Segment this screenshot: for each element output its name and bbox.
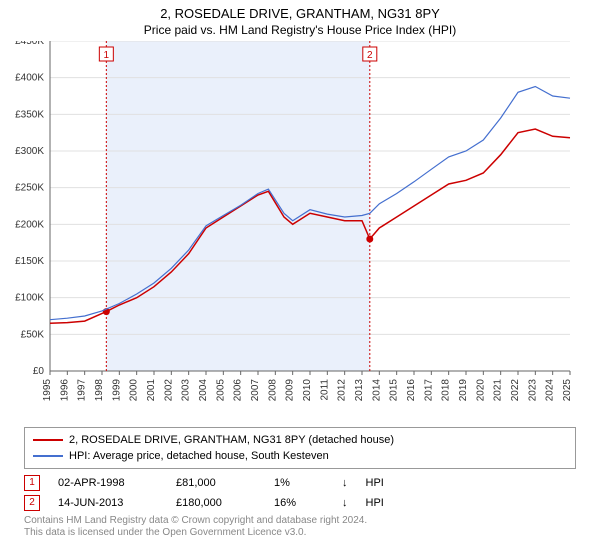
svg-text:2000: 2000 — [129, 379, 140, 402]
legend-line-icon — [33, 455, 63, 457]
price-chart: £0 £50K £100K £150K £200K £250K £300K £350K £400… — [0, 41, 600, 421]
svg-text:2016: 2016 — [406, 379, 417, 402]
sale-pct: 1% — [274, 477, 324, 489]
svg-text:2025: 2025 — [562, 379, 573, 402]
sale-price: £180,000 — [176, 497, 256, 509]
svg-text:£50K: £50K — [21, 329, 45, 340]
svg-text:1997: 1997 — [77, 379, 88, 402]
svg-text:2001: 2001 — [146, 379, 157, 402]
chart-subtitle: Price paid vs. HM Land Registry's House … — [0, 21, 600, 41]
svg-text:£450K: £450K — [15, 41, 44, 47]
svg-text:1998: 1998 — [94, 379, 105, 402]
svg-text:£300K: £300K — [15, 146, 44, 157]
legend-box: 2, ROSEDALE DRIVE, GRANTHAM, NG31 8PY (d… — [24, 427, 576, 469]
sale-row: 2 14-JUN-2013 £180,000 16% ↓ HPI — [24, 495, 576, 511]
svg-text:£400K: £400K — [15, 73, 44, 84]
svg-text:2003: 2003 — [181, 379, 192, 402]
svg-text:2024: 2024 — [545, 379, 556, 402]
svg-text:£150K: £150K — [15, 256, 44, 267]
footer-line: Contains HM Land Registry data © Crown c… — [24, 515, 576, 527]
svg-text:2012: 2012 — [337, 379, 348, 402]
svg-text:2005: 2005 — [215, 379, 226, 402]
svg-text:2008: 2008 — [267, 379, 278, 402]
legend-label: HPI: Average price, detached house, Sout… — [69, 448, 329, 464]
chart-title: 2, ROSEDALE DRIVE, GRANTHAM, NG31 8PY — [0, 0, 600, 21]
svg-text:1995: 1995 — [42, 379, 53, 402]
svg-text:2011: 2011 — [319, 379, 330, 401]
sale-date: 14-JUN-2013 — [58, 497, 158, 509]
sale-vs-label: HPI — [366, 497, 384, 509]
sales-list: 1 02-APR-1998 £81,000 1% ↓ HPI 2 14-JUN-… — [24, 475, 576, 511]
svg-text:£250K: £250K — [15, 183, 44, 194]
arrow-down-icon: ↓ — [342, 497, 348, 509]
legend-label: 2, ROSEDALE DRIVE, GRANTHAM, NG31 8PY (d… — [69, 432, 394, 448]
sale-row: 1 02-APR-1998 £81,000 1% ↓ HPI — [24, 475, 576, 491]
sale-number-icon: 1 — [24, 475, 40, 491]
svg-text:2021: 2021 — [493, 379, 504, 402]
footer-attribution: Contains HM Land Registry data © Crown c… — [24, 515, 576, 539]
legend-row: HPI: Average price, detached house, Sout… — [33, 448, 567, 464]
svg-text:£200K: £200K — [15, 219, 44, 230]
svg-text:2007: 2007 — [250, 379, 261, 402]
svg-text:2023: 2023 — [527, 379, 538, 402]
svg-text:1996: 1996 — [59, 379, 70, 402]
svg-text:1: 1 — [104, 50, 110, 61]
svg-text:2010: 2010 — [302, 379, 313, 402]
legend-row: 2, ROSEDALE DRIVE, GRANTHAM, NG31 8PY (d… — [33, 432, 567, 448]
sale-price: £81,000 — [176, 477, 256, 489]
svg-text:2013: 2013 — [354, 379, 365, 402]
svg-text:2018: 2018 — [441, 379, 452, 402]
svg-text:2: 2 — [367, 50, 373, 61]
svg-text:2002: 2002 — [163, 379, 174, 402]
svg-text:2015: 2015 — [389, 379, 400, 402]
arrow-down-icon: ↓ — [342, 477, 348, 489]
svg-text:2014: 2014 — [371, 379, 382, 402]
svg-text:2006: 2006 — [233, 379, 244, 402]
sale-pct: 16% — [274, 497, 324, 509]
footer-line: This data is licensed under the Open Gov… — [24, 527, 576, 539]
svg-text:2022: 2022 — [510, 379, 521, 402]
sale-number-icon: 2 — [24, 495, 40, 511]
svg-text:2019: 2019 — [458, 379, 469, 402]
svg-text:2009: 2009 — [285, 379, 296, 402]
sale-vs-label: HPI — [366, 477, 384, 489]
svg-text:£350K: £350K — [15, 109, 44, 120]
svg-text:£0: £0 — [33, 366, 45, 377]
svg-text:1999: 1999 — [111, 379, 122, 402]
svg-text:2004: 2004 — [198, 379, 209, 402]
svg-text:£100K: £100K — [15, 293, 44, 304]
svg-text:2017: 2017 — [423, 379, 434, 402]
sale-date: 02-APR-1998 — [58, 477, 158, 489]
svg-text:2020: 2020 — [475, 379, 486, 402]
legend-line-icon — [33, 439, 63, 441]
